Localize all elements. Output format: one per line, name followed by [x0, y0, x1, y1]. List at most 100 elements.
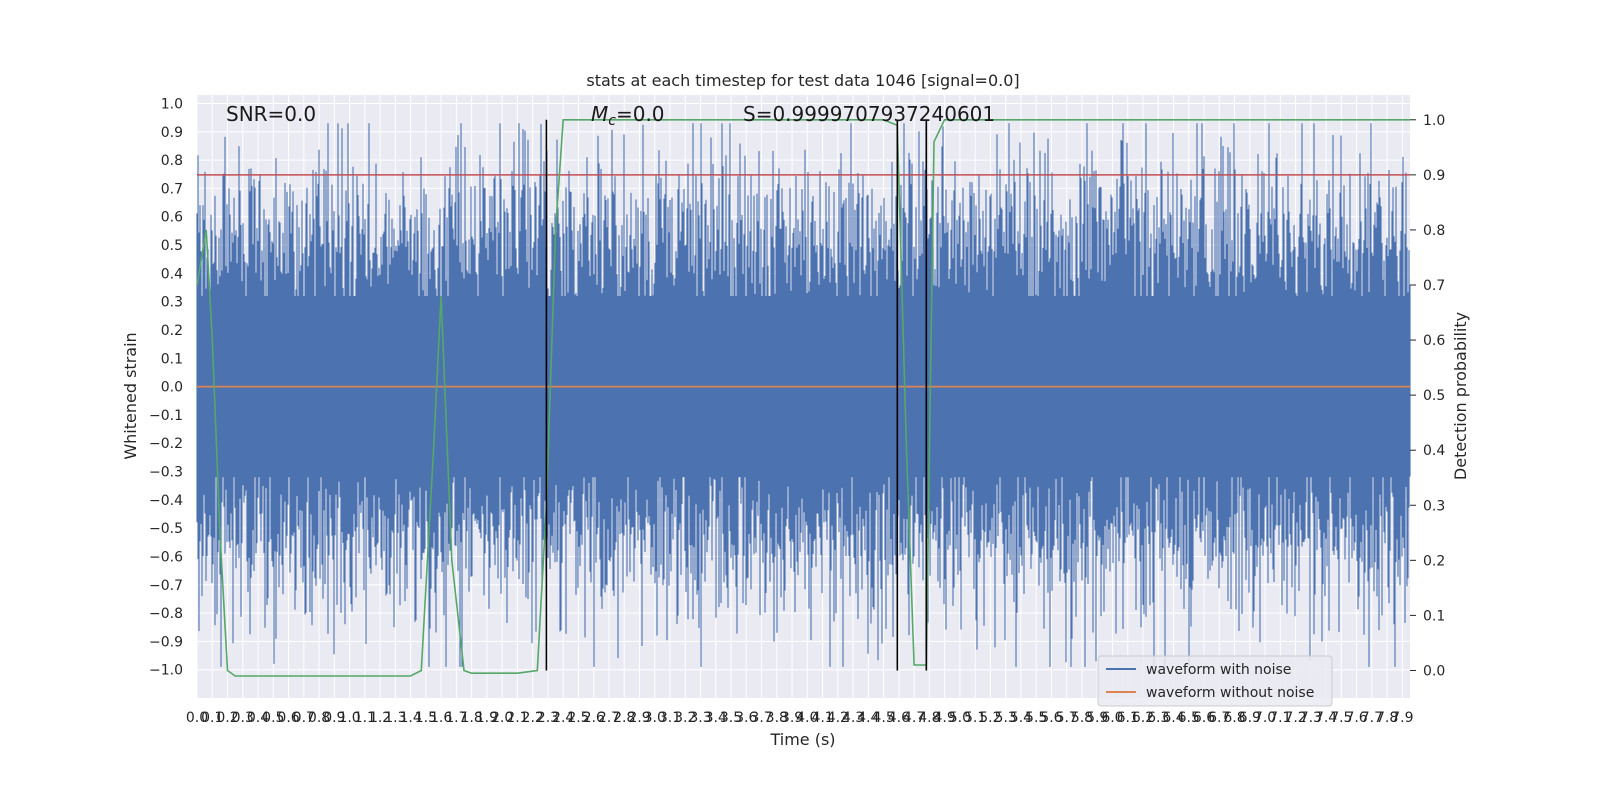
legend-label-noise: waveform with noise	[1146, 662, 1291, 678]
detection-probability-line	[196, 119, 1410, 677]
y-tick-label-15: −0.5	[149, 521, 183, 537]
x-tick-label-20: 2.0	[491, 710, 513, 726]
x-tick-label-59: 5.9	[1086, 710, 1108, 726]
y-tick-label-18: −0.8	[149, 606, 183, 622]
x-tick-label-68: 6.8	[1223, 710, 1245, 726]
x-tick-label-42: 4.2	[827, 710, 849, 726]
x-tick-label-51: 5.1	[964, 710, 986, 726]
x-tick-label-63: 6.3	[1147, 710, 1169, 726]
x-tick-label-55: 5.5	[1025, 710, 1047, 726]
y-tick-label-3: 0.7	[161, 181, 183, 197]
y2-tick-label-9: 0.1	[1423, 608, 1445, 624]
x-tick-label-58: 5.8	[1071, 710, 1093, 726]
snr-annotation: SNR=0.0	[226, 102, 316, 126]
x-tick-label-70: 7.0	[1254, 710, 1276, 726]
y2-tick-label-1: 0.9	[1423, 168, 1445, 184]
y-tick-label-5: 0.5	[161, 238, 183, 254]
y2-axis-label: Detection probability	[1451, 312, 1470, 480]
x-tick-label-62: 6.2	[1132, 710, 1154, 726]
x-tick-label-5: 0.5	[262, 710, 284, 726]
x-axis-label: Time (s)	[769, 730, 835, 749]
x-tick-label-37: 3.7	[750, 710, 772, 726]
x-tick-label-38: 3.8	[766, 710, 788, 726]
y2-tick-label-7: 0.3	[1423, 498, 1445, 514]
x-tick-label-44: 4.4	[857, 710, 879, 726]
vertical-markers	[545, 119, 928, 671]
x-tick-label-71: 7.1	[1269, 710, 1291, 726]
x-tick-label-22: 2.2	[522, 710, 544, 726]
x-tick-label-77: 7.7	[1361, 710, 1383, 726]
x-tick-label-52: 5.2	[979, 710, 1001, 726]
y-tick-label-1: 0.9	[161, 125, 183, 141]
y-tick-labels: 1.0 0.9 0.8 0.7 0.6 0.5 0.4 0.3 0.2 0.1 0.0 −0.1 −0.…	[149, 96, 183, 678]
y-tick-label-14: −0.4	[149, 493, 183, 509]
x-tick-label-3: 0.3	[232, 710, 254, 726]
x-tick-label-23: 2.3	[537, 710, 559, 726]
x-tick-label-33: 3.3	[689, 710, 711, 726]
x-tick-label-79: 7.9	[1391, 710, 1413, 726]
y-tick-label-10: 0.0	[161, 380, 183, 396]
x-tick-label-2: 0.2	[216, 710, 238, 726]
x-tick-label-67: 6.7	[1208, 710, 1230, 726]
mc-annotation: Mc=0.0	[591, 102, 665, 129]
x-tick-label-69: 6.9	[1239, 710, 1261, 726]
x-tick-labels: 0.00.10.20.30.40.50.60.70.80.91.01.11.21…	[186, 710, 1414, 726]
s-annotation: S=0.9999707937240601	[743, 102, 995, 126]
x-tick-label-41: 4.1	[811, 710, 833, 726]
x-tick-label-46: 4.6	[888, 710, 910, 726]
x-tick-label-50: 5.0	[949, 710, 971, 726]
x-tick-label-56: 5.6	[1040, 710, 1062, 726]
x-tick-label-21: 2.1	[506, 710, 528, 726]
x-tick-label-13: 1.3	[384, 710, 406, 726]
x-tick-label-49: 4.9	[934, 710, 956, 726]
y2-tick-label-2: 0.8	[1423, 223, 1445, 239]
x-tick-label-31: 3.1	[659, 710, 681, 726]
y2-tick-label-3: 0.7	[1423, 278, 1445, 294]
x-tick-label-15: 1.5	[415, 710, 437, 726]
x-tick-label-17: 1.7	[445, 710, 467, 726]
x-tick-label-12: 1.2	[369, 710, 391, 726]
y-tick-label-8: 0.2	[161, 323, 183, 339]
y2-tick-labels: 1.0 0.9 0.8 0.7 0.6 0.5 0.4 0.3 0.2 0.1 0.0	[1410, 113, 1445, 679]
x-tick-label-11: 1.1	[354, 710, 376, 726]
x-tick-label-35: 3.5	[720, 710, 742, 726]
x-tick-label-28: 2.8	[613, 710, 635, 726]
x-tick-label-53: 5.3	[995, 710, 1017, 726]
x-tick-label-60: 6.0	[1101, 710, 1123, 726]
y2-tick-label-5: 0.5	[1423, 388, 1445, 404]
x-tick-label-4: 0.4	[247, 710, 269, 726]
x-tick-label-16: 1.6	[430, 710, 452, 726]
x-tick-label-27: 2.7	[598, 710, 620, 726]
x-tick-label-72: 7.2	[1284, 710, 1306, 726]
y-tick-label-0: 1.0	[161, 96, 183, 112]
x-tick-label-6: 0.6	[277, 710, 299, 726]
x-tick-label-57: 5.7	[1056, 710, 1078, 726]
x-tick-label-47: 4.7	[903, 710, 925, 726]
x-tick-label-45: 4.5	[872, 710, 894, 726]
x-tick-label-26: 2.6	[583, 710, 605, 726]
x-tick-label-25: 2.5	[567, 710, 589, 726]
x-tick-label-32: 3.2	[674, 710, 696, 726]
y-tick-label-19: −0.9	[149, 634, 183, 650]
y-tick-label-6: 0.4	[161, 266, 183, 282]
y-tick-label-12: −0.2	[149, 436, 183, 452]
x-tick-label-48: 4.8	[918, 710, 940, 726]
x-tick-label-1: 0.1	[201, 710, 223, 726]
y-tick-label-17: −0.7	[149, 578, 183, 594]
x-tick-label-43: 4.3	[842, 710, 864, 726]
y-tick-label-16: −0.6	[149, 549, 183, 565]
x-tick-label-9: 0.9	[323, 710, 345, 726]
chart-title: stats at each timestep for test data 104…	[586, 71, 1019, 90]
x-tick-label-75: 7.5	[1330, 710, 1352, 726]
x-tick-label-30: 3.0	[644, 710, 666, 726]
x-tick-label-74: 7.4	[1315, 710, 1337, 726]
legend-box	[1097, 655, 1333, 707]
y-tick-label-20: −1.0	[149, 663, 183, 679]
x-tick-label-64: 6.4	[1162, 710, 1184, 726]
x-tick-label-76: 7.6	[1345, 710, 1367, 726]
x-tick-label-65: 6.5	[1178, 710, 1200, 726]
x-tick-label-40: 4.0	[796, 710, 818, 726]
x-tick-label-66: 6.6	[1193, 710, 1215, 726]
legend: waveform with noise waveform without noi…	[1097, 655, 1333, 707]
y-tick-label-4: 0.6	[161, 210, 183, 226]
